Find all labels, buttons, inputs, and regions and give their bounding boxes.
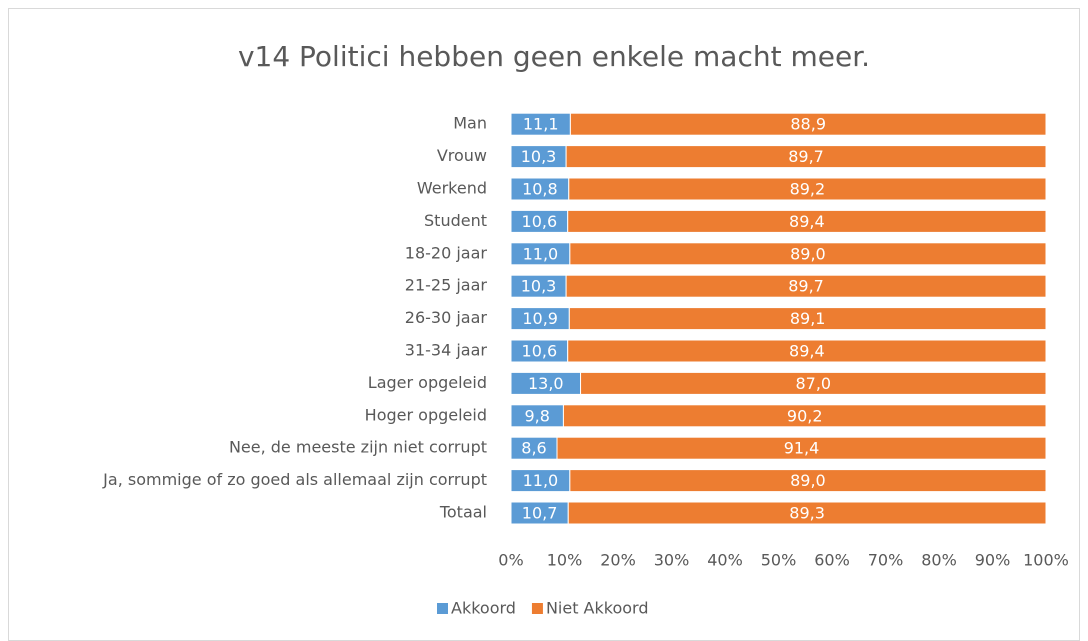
x-tick-label: 90%	[975, 551, 1011, 570]
y-tick-label: Man	[453, 114, 487, 133]
bar-segment	[568, 307, 1047, 331]
x-tick-label: 80%	[921, 551, 957, 570]
bar-segment	[565, 274, 1047, 298]
legend-label: Niet Akkoord	[546, 599, 649, 618]
x-tick-label: 60%	[814, 551, 850, 570]
value-label: 89,1	[790, 309, 826, 328]
value-label: 89,2	[790, 180, 826, 199]
value-label: 11,0	[523, 244, 559, 263]
y-tick-label: 26-30 jaar	[405, 308, 488, 327]
value-label: 10,3	[521, 277, 557, 296]
bar-segment	[569, 112, 1047, 136]
value-label: 10,7	[522, 504, 558, 523]
bar-segment	[567, 339, 1047, 363]
value-label: 10,9	[522, 309, 558, 328]
value-label: 90,2	[787, 406, 823, 425]
value-label: 89,7	[788, 277, 824, 296]
y-tick-label: Lager opgeleid	[368, 373, 487, 392]
y-tick-label: Ja, sommige of zo goed als allemaal zijn…	[102, 470, 487, 489]
x-tick-label: 20%	[600, 551, 636, 570]
value-label: 89,7	[788, 147, 824, 166]
x-tick-label: 40%	[707, 551, 743, 570]
bar-segment	[567, 209, 1047, 233]
bar-segment	[562, 404, 1047, 428]
value-label: 9,8	[524, 406, 549, 425]
value-label: 10,6	[522, 212, 558, 231]
x-tick-label: 50%	[761, 551, 797, 570]
x-tick-label: 30%	[654, 551, 690, 570]
value-label: 10,3	[521, 147, 557, 166]
y-tick-label: 18-20 jaar	[405, 243, 488, 262]
value-label: 89,0	[790, 471, 826, 490]
y-tick-label: Totaal	[439, 503, 487, 522]
y-tick-label: Student	[424, 211, 487, 230]
y-tick-label: Vrouw	[437, 146, 487, 165]
x-tick-label: 70%	[868, 551, 904, 570]
bar-segment	[569, 469, 1047, 493]
y-tick-label: Werkend	[417, 179, 487, 198]
y-tick-label: Hoger opgeleid	[365, 405, 487, 424]
value-label: 10,6	[522, 342, 558, 361]
y-tick-label: Nee, de meeste zijn niet corrupt	[229, 438, 487, 457]
x-tick-label: 100%	[1023, 551, 1069, 570]
chart-title: v14 Politici hebben geen enkele macht me…	[238, 40, 870, 73]
value-label: 89,4	[789, 212, 825, 231]
legend-label: Akkoord	[451, 599, 516, 618]
value-label: 11,0	[523, 471, 559, 490]
value-label: 89,0	[790, 244, 826, 263]
bar-segment	[565, 145, 1047, 169]
bar-segment	[556, 436, 1047, 460]
value-label: 89,4	[789, 342, 825, 361]
value-label: 91,4	[784, 439, 820, 458]
y-tick-label: 31-34 jaar	[405, 341, 488, 360]
value-label: 88,9	[790, 115, 826, 134]
value-label: 11,1	[523, 115, 559, 134]
x-tick-label: 0%	[498, 551, 523, 570]
legend-swatch	[531, 603, 543, 614]
bar-segment	[567, 501, 1047, 525]
value-label: 87,0	[795, 374, 831, 393]
bar-segment	[580, 371, 1047, 395]
value-label: 8,6	[521, 439, 546, 458]
value-label: 10,8	[522, 180, 558, 199]
bar-segment	[568, 177, 1047, 201]
value-label: 13,0	[528, 374, 564, 393]
y-tick-label: 21-25 jaar	[405, 276, 488, 295]
value-label: 89,3	[789, 504, 825, 523]
legend-swatch	[437, 603, 448, 614]
x-tick-label: 10%	[547, 551, 583, 570]
bar-segment	[569, 242, 1047, 266]
